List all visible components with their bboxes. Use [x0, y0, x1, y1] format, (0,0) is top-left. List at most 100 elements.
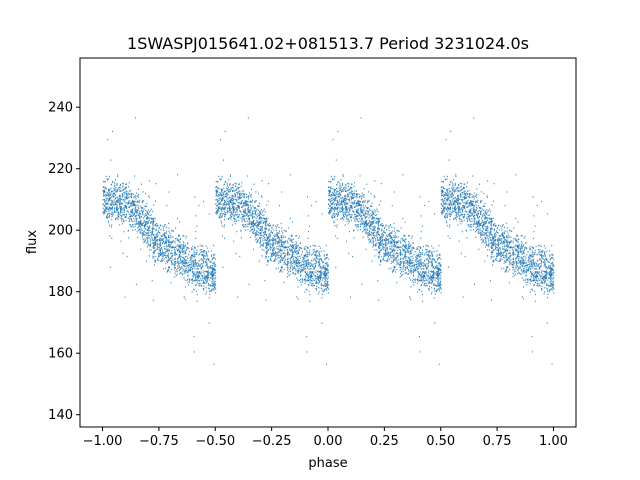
data-point: [397, 230, 399, 232]
data-point: [191, 261, 193, 263]
data-point: [222, 266, 224, 268]
data-point: [369, 208, 371, 210]
data-point: [139, 217, 141, 220]
data-point: [145, 232, 147, 234]
data-point: [444, 195, 446, 197]
data-point: [335, 209, 337, 211]
data-point: [460, 223, 462, 225]
data-point: [345, 189, 347, 191]
data-point: [171, 245, 173, 248]
data-point: [104, 186, 106, 188]
data-point: [107, 138, 109, 141]
data-point: [166, 240, 168, 242]
data-point: [205, 262, 207, 264]
data-point: [357, 209, 359, 211]
data-point: [279, 269, 281, 271]
data-point: [130, 196, 132, 198]
data-point: [497, 245, 499, 247]
data-point: [153, 247, 155, 250]
data-point: [472, 210, 474, 212]
data-point: [460, 194, 462, 196]
data-point: [440, 263, 442, 265]
data-point: [457, 205, 459, 208]
data-point: [396, 260, 398, 262]
data-point: [545, 266, 547, 268]
data-point: [418, 249, 420, 251]
data-point: [481, 241, 483, 244]
data-point: [108, 215, 110, 218]
data-point: [475, 194, 477, 196]
data-point: [460, 218, 462, 221]
data-point: [419, 246, 421, 248]
data-point: [331, 215, 333, 217]
data-point: [525, 278, 527, 280]
data-point: [328, 186, 330, 189]
data-point: [516, 261, 518, 263]
data-point: [504, 260, 506, 262]
data-point: [193, 249, 195, 251]
data-point: [465, 210, 467, 212]
data-point: [342, 217, 344, 219]
data-point: [544, 275, 546, 277]
data-point: [203, 255, 204, 258]
data-point: [552, 274, 554, 277]
data-point: [441, 212, 443, 214]
data-point: [336, 213, 338, 215]
data-point: [291, 262, 293, 265]
data-point: [143, 221, 145, 223]
data-point: [269, 235, 271, 237]
data-point: [376, 221, 378, 223]
data-point: [506, 256, 508, 258]
data-point: [284, 247, 286, 249]
data-point: [493, 223, 495, 226]
data-point: [131, 209, 133, 211]
data-point: [174, 240, 176, 242]
data-point: [250, 209, 252, 211]
data-point: [428, 272, 430, 274]
data-point: [260, 217, 262, 219]
data-point: [362, 227, 364, 229]
data-point: [494, 234, 496, 236]
data-point: [438, 285, 440, 287]
data-point: [210, 261, 212, 263]
data-point: [431, 252, 433, 254]
data-point: [223, 213, 225, 215]
data-point: [211, 275, 213, 277]
data-point: [160, 241, 162, 243]
data-point: [477, 199, 479, 202]
data-point: [380, 182, 382, 185]
data-point: [333, 212, 335, 215]
data-point: [478, 248, 480, 250]
data-point: [302, 268, 304, 270]
data-point: [240, 229, 242, 231]
data-point: [357, 229, 359, 231]
data-point: [145, 214, 147, 217]
data-point: [169, 266, 171, 269]
data-point: [226, 210, 228, 213]
data-point: [249, 222, 251, 224]
data-point: [110, 209, 112, 211]
data-point: [121, 218, 123, 220]
data-point: [366, 222, 367, 224]
data-point: [491, 244, 493, 246]
data-point: [135, 210, 137, 212]
data-point: [236, 198, 238, 201]
data-point: [434, 261, 436, 263]
data-point: [451, 196, 453, 198]
data-point: [352, 197, 354, 199]
data-point: [231, 204, 233, 206]
data-point: [126, 210, 128, 212]
data-point: [332, 214, 334, 216]
data-point: [385, 260, 387, 262]
data-point: [388, 268, 390, 270]
data-point: [457, 202, 459, 205]
data-point: [152, 239, 154, 241]
data-point: [178, 254, 180, 256]
data-point: [188, 270, 190, 272]
data-point: [451, 187, 453, 189]
data-point: [244, 212, 246, 214]
data-point: [374, 245, 376, 247]
data-point: [111, 213, 113, 215]
data-point: [344, 195, 346, 198]
data-point: [521, 246, 523, 248]
